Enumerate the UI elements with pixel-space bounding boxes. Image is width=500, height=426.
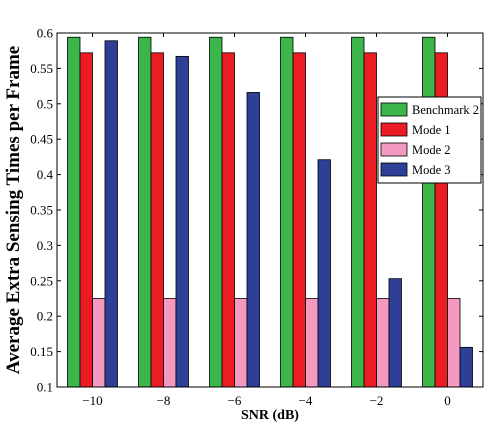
legend-swatch (380, 122, 408, 137)
y-tick-label: 0.2 (37, 309, 53, 324)
y-tick-label: 0.3 (37, 238, 53, 253)
y-tick-label: 0.1 (37, 380, 53, 395)
legend-label: Mode 2 (412, 143, 451, 157)
y-tick-label: 0.5 (37, 96, 53, 111)
y-tick-label: 0.4 (37, 167, 54, 182)
bar (422, 36, 436, 388)
bar (292, 52, 306, 388)
y-axis-title: Average Extra Sensing Times per Frame (3, 46, 24, 374)
bar (209, 36, 223, 388)
x-tick-label: 0 (444, 393, 451, 408)
y-tick-label: 0.15 (30, 344, 53, 359)
x-axis: −10 −8 −6 −4 −2 0 (82, 33, 451, 408)
bar (388, 278, 402, 388)
legend-label: Benchmark 2 (412, 103, 479, 117)
bar (280, 36, 294, 388)
y-tick-label: 0.35 (30, 203, 53, 218)
x-tick-label: −2 (370, 393, 384, 408)
bar (459, 346, 473, 388)
y-tick-label: 0.25 (30, 273, 53, 288)
x-tick-label: −6 (228, 393, 242, 408)
y-axis: 0.1 0.15 0.2 0.25 0.3 0.35 0.4 0.45 0.5 0.55 0.6 (30, 26, 483, 395)
x-tick-label: −10 (82, 393, 102, 408)
bar (246, 92, 260, 388)
bar (317, 159, 331, 388)
bar (104, 40, 118, 388)
bar (175, 55, 189, 388)
plot-area (57, 33, 483, 387)
x-axis-title: SNR (dB) (241, 408, 299, 423)
x-tick-label: −8 (157, 393, 171, 408)
bar (447, 298, 461, 388)
bar (351, 36, 365, 388)
bar (163, 298, 177, 388)
bar (150, 52, 164, 388)
legend-label: Mode 3 (412, 163, 451, 177)
y-tick-label: 0.45 (30, 132, 53, 147)
y-tick-label: 0.55 (30, 61, 53, 76)
legend-swatch (380, 162, 408, 177)
legend-label: Mode 1 (412, 123, 451, 137)
bar (79, 52, 93, 388)
bars-layer (67, 36, 473, 388)
bar (67, 36, 81, 388)
bar (376, 298, 390, 388)
bar (305, 298, 319, 388)
y-tick-label: 0.6 (37, 26, 54, 41)
legend-swatch (380, 102, 408, 117)
x-tick-label: −4 (299, 393, 313, 408)
bar (92, 298, 106, 388)
bar (138, 36, 152, 388)
legend-swatch (380, 142, 408, 157)
bar (363, 52, 377, 388)
bar (221, 52, 235, 388)
legend: Benchmark 2 Mode 1 Mode 2 Mode 3 (377, 96, 482, 184)
bar (234, 298, 248, 388)
